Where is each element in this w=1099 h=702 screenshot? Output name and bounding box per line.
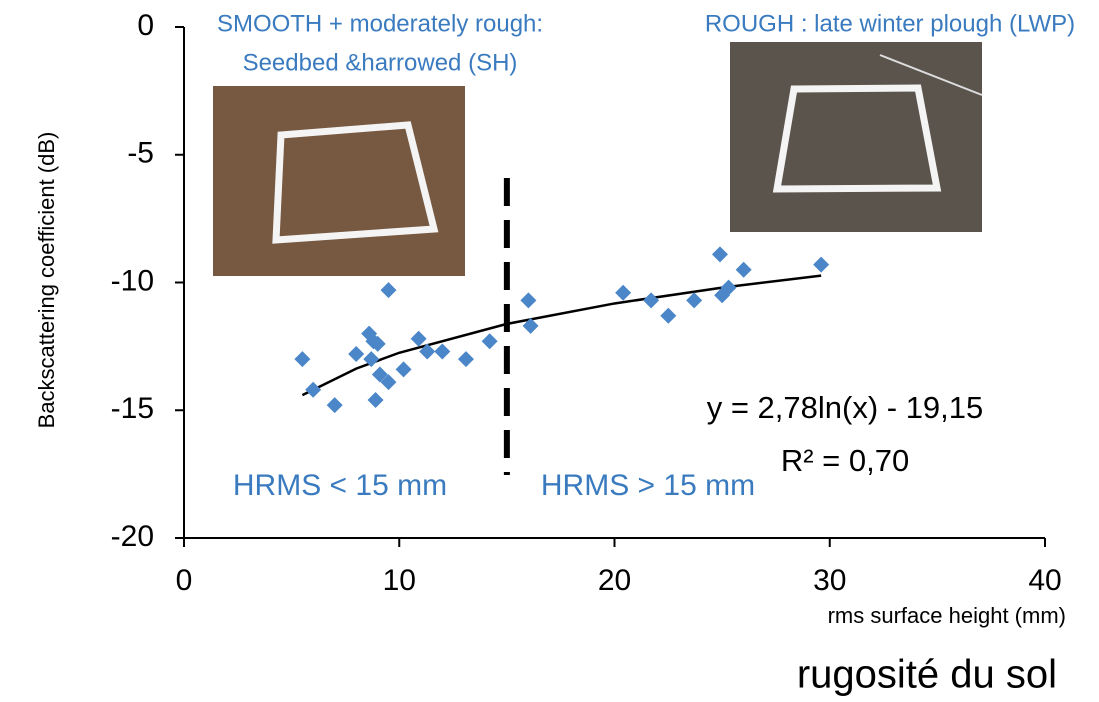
data-point [380,374,397,391]
data-point [660,307,677,324]
data-point [720,279,737,296]
footer: rugosité du sol [797,653,1057,697]
y-tick-label: -10 [111,264,154,297]
data-point [522,317,539,334]
data-point [711,246,728,263]
y-tick-label: 0 [137,9,154,42]
y-axis-title: Backscattering coefficient (dB) [34,132,59,429]
data-point [686,292,703,309]
data-point [481,333,498,350]
data-point [371,366,388,383]
x-tick-label: 10 [383,564,416,597]
data-point [615,284,632,301]
annotation: SMOOTH + moderately rough: [217,10,543,37]
data-point [294,351,311,368]
photo-rough [730,42,983,232]
annotation: HRMS > 15 mm [541,469,755,502]
data-point [363,351,380,368]
data-point [369,335,386,352]
annotation: HRMS < 15 mm [233,469,447,502]
x-tick-label: 0 [176,564,193,597]
photo-smooth [213,86,465,276]
x-tick-label: 20 [598,564,631,597]
data-point [348,346,365,363]
x-tick-label: 30 [813,564,846,597]
data-point [367,392,384,409]
data-point [520,292,537,309]
x-tick-label: 40 [1028,564,1061,597]
data-point [305,381,322,398]
data-point [326,397,343,414]
data-point [457,351,474,368]
data-point [410,330,427,347]
y-tick-label: -5 [127,137,154,170]
annotation: Seedbed &harrowed (SH) [243,49,518,76]
data-point [395,361,412,378]
y-tick-label: -15 [111,392,154,425]
data-point [735,261,752,278]
data-point [813,256,830,273]
data-point [380,282,397,299]
data-point [419,343,436,360]
data-point [434,343,451,360]
data-point [643,292,660,309]
r-squared: R² = 0,70 [781,443,909,478]
annotation: ROUGH : late winter plough (LWP) [705,10,1075,37]
x-axis-title: rms surface height (mm) [828,603,1066,628]
y-tick-label: -20 [111,520,154,553]
equation: y = 2,78ln(x) - 19,15 [707,390,984,425]
